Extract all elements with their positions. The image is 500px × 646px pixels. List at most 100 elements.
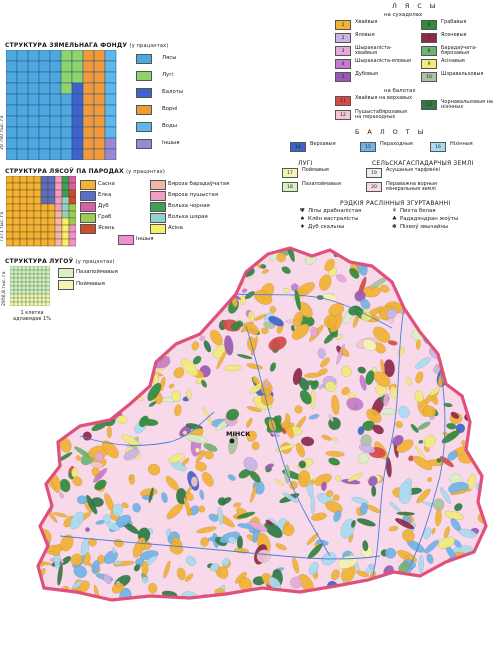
rare-communities-legend: Ψ Ліпы драбналістая ⚘ Пихта белая ♠ Клён васт… (300, 208, 500, 234)
vegetation-patch (422, 291, 440, 299)
vegetation-patch (128, 338, 138, 347)
vegetation-patch (39, 261, 54, 280)
land-fund-cell (82, 137, 95, 150)
vegetation-patch (427, 583, 440, 594)
land-fund-cell (6, 137, 18, 150)
vegetation-patch (299, 302, 313, 318)
legend-label: Яловыя (355, 32, 375, 38)
vegetation-patch (405, 377, 412, 386)
vegetation-patch (424, 303, 440, 319)
vegetation-patch (372, 367, 378, 373)
vegetation-patch (61, 248, 74, 262)
vegetation-patch (90, 497, 104, 508)
legend-swatch (136, 88, 152, 98)
vegetation-patch (472, 248, 482, 259)
forest-species-cell (33, 210, 42, 219)
land-fund-cell (49, 104, 62, 117)
vegetation-patch (476, 440, 486, 452)
land-fund-cell (104, 104, 117, 117)
vegetation-patch (433, 498, 445, 511)
land-fund-cell (60, 71, 73, 84)
vegetation-patch (169, 541, 184, 555)
vegetation-patch (111, 582, 124, 594)
vegetation-patch (103, 380, 112, 393)
vegetation-patch (361, 591, 377, 600)
legend-swatch: 19 (366, 168, 382, 178)
vegetation-patch (484, 251, 486, 259)
vegetation-patch (165, 476, 179, 491)
vegetation-patch (71, 248, 85, 258)
vegetation-patch (156, 310, 177, 322)
vegetation-patch (166, 262, 177, 273)
vegetation-patch (93, 468, 108, 483)
vegetation-patch (177, 306, 188, 320)
river-berezina (245, 325, 331, 557)
vegetation-patch (437, 536, 455, 549)
vegetation-patch (94, 410, 103, 421)
vegetation-patch (39, 595, 47, 600)
vegetation-patch (190, 476, 198, 487)
vegetation-patch (236, 511, 256, 519)
vegetation-patch (414, 390, 424, 403)
vegetation-patch (201, 379, 207, 388)
vegetation-patch (179, 293, 188, 299)
vegetation-patch (208, 513, 219, 522)
vegetation-patch (217, 497, 227, 506)
vegetation-patch (38, 366, 50, 384)
land-fund-cell (38, 71, 51, 84)
vegetation-patch (171, 390, 181, 402)
vegetation-patch (311, 512, 327, 521)
legend-swatch (80, 224, 96, 234)
legend-swatch: 15 (360, 142, 376, 152)
vegetation-patch (388, 265, 396, 278)
vegetation-patch (182, 430, 188, 435)
vegetation-patch (89, 248, 102, 259)
forest-species-cell (68, 217, 76, 226)
vegetation-patch (334, 597, 346, 600)
vegetation-patch (424, 540, 439, 554)
forest-species-cell (12, 182, 21, 191)
land-fund-cell (60, 104, 73, 117)
vegetation-patch (38, 366, 47, 379)
land-fund-cell (93, 137, 106, 150)
vegetation-patch (332, 437, 338, 442)
legend-label: Воды (162, 123, 177, 129)
vegetation-patch (70, 553, 83, 566)
vegetation-patch (478, 387, 486, 402)
vegetation-patch (341, 387, 350, 396)
land-fund-cell (60, 93, 73, 106)
vegetation-patch (210, 329, 223, 346)
land-fund-cell (60, 82, 73, 95)
vegetation-patch (129, 265, 143, 281)
vegetation-patch (440, 278, 449, 286)
vegetation-patch (458, 298, 466, 309)
vegetation-patch (450, 488, 472, 496)
vegetation-patch (202, 250, 215, 256)
vegetation-patch (441, 586, 452, 597)
forest-species-cell (61, 182, 70, 191)
vegetation-patch (454, 503, 463, 512)
land-fund-cell (104, 60, 117, 73)
land-fund-cell (38, 60, 51, 73)
vegetation-patch (333, 510, 342, 522)
forest-species-cell (26, 182, 35, 191)
vegetation-patch (260, 327, 269, 335)
vegetation-patch (418, 439, 424, 444)
legend-swatch (150, 213, 166, 223)
vegetation-patch (236, 320, 244, 328)
vegetation-patch (162, 316, 175, 323)
vegetation-patch (198, 505, 205, 513)
vegetation-patch (61, 594, 71, 600)
land-fund-cell (82, 82, 95, 95)
vegetation-patch (328, 413, 334, 422)
vegetation-patch (199, 335, 206, 342)
vegetation-patch (355, 570, 369, 578)
vegetation-patch (415, 339, 421, 350)
land-fund-cell (38, 115, 51, 128)
vegetation-patch (460, 343, 471, 364)
vegetation-patch (121, 502, 129, 509)
legend-swatch: 3 (335, 46, 351, 56)
vegetation-patch (443, 330, 452, 340)
vegetation-patch (45, 285, 53, 293)
vegetation-patch (365, 563, 375, 575)
